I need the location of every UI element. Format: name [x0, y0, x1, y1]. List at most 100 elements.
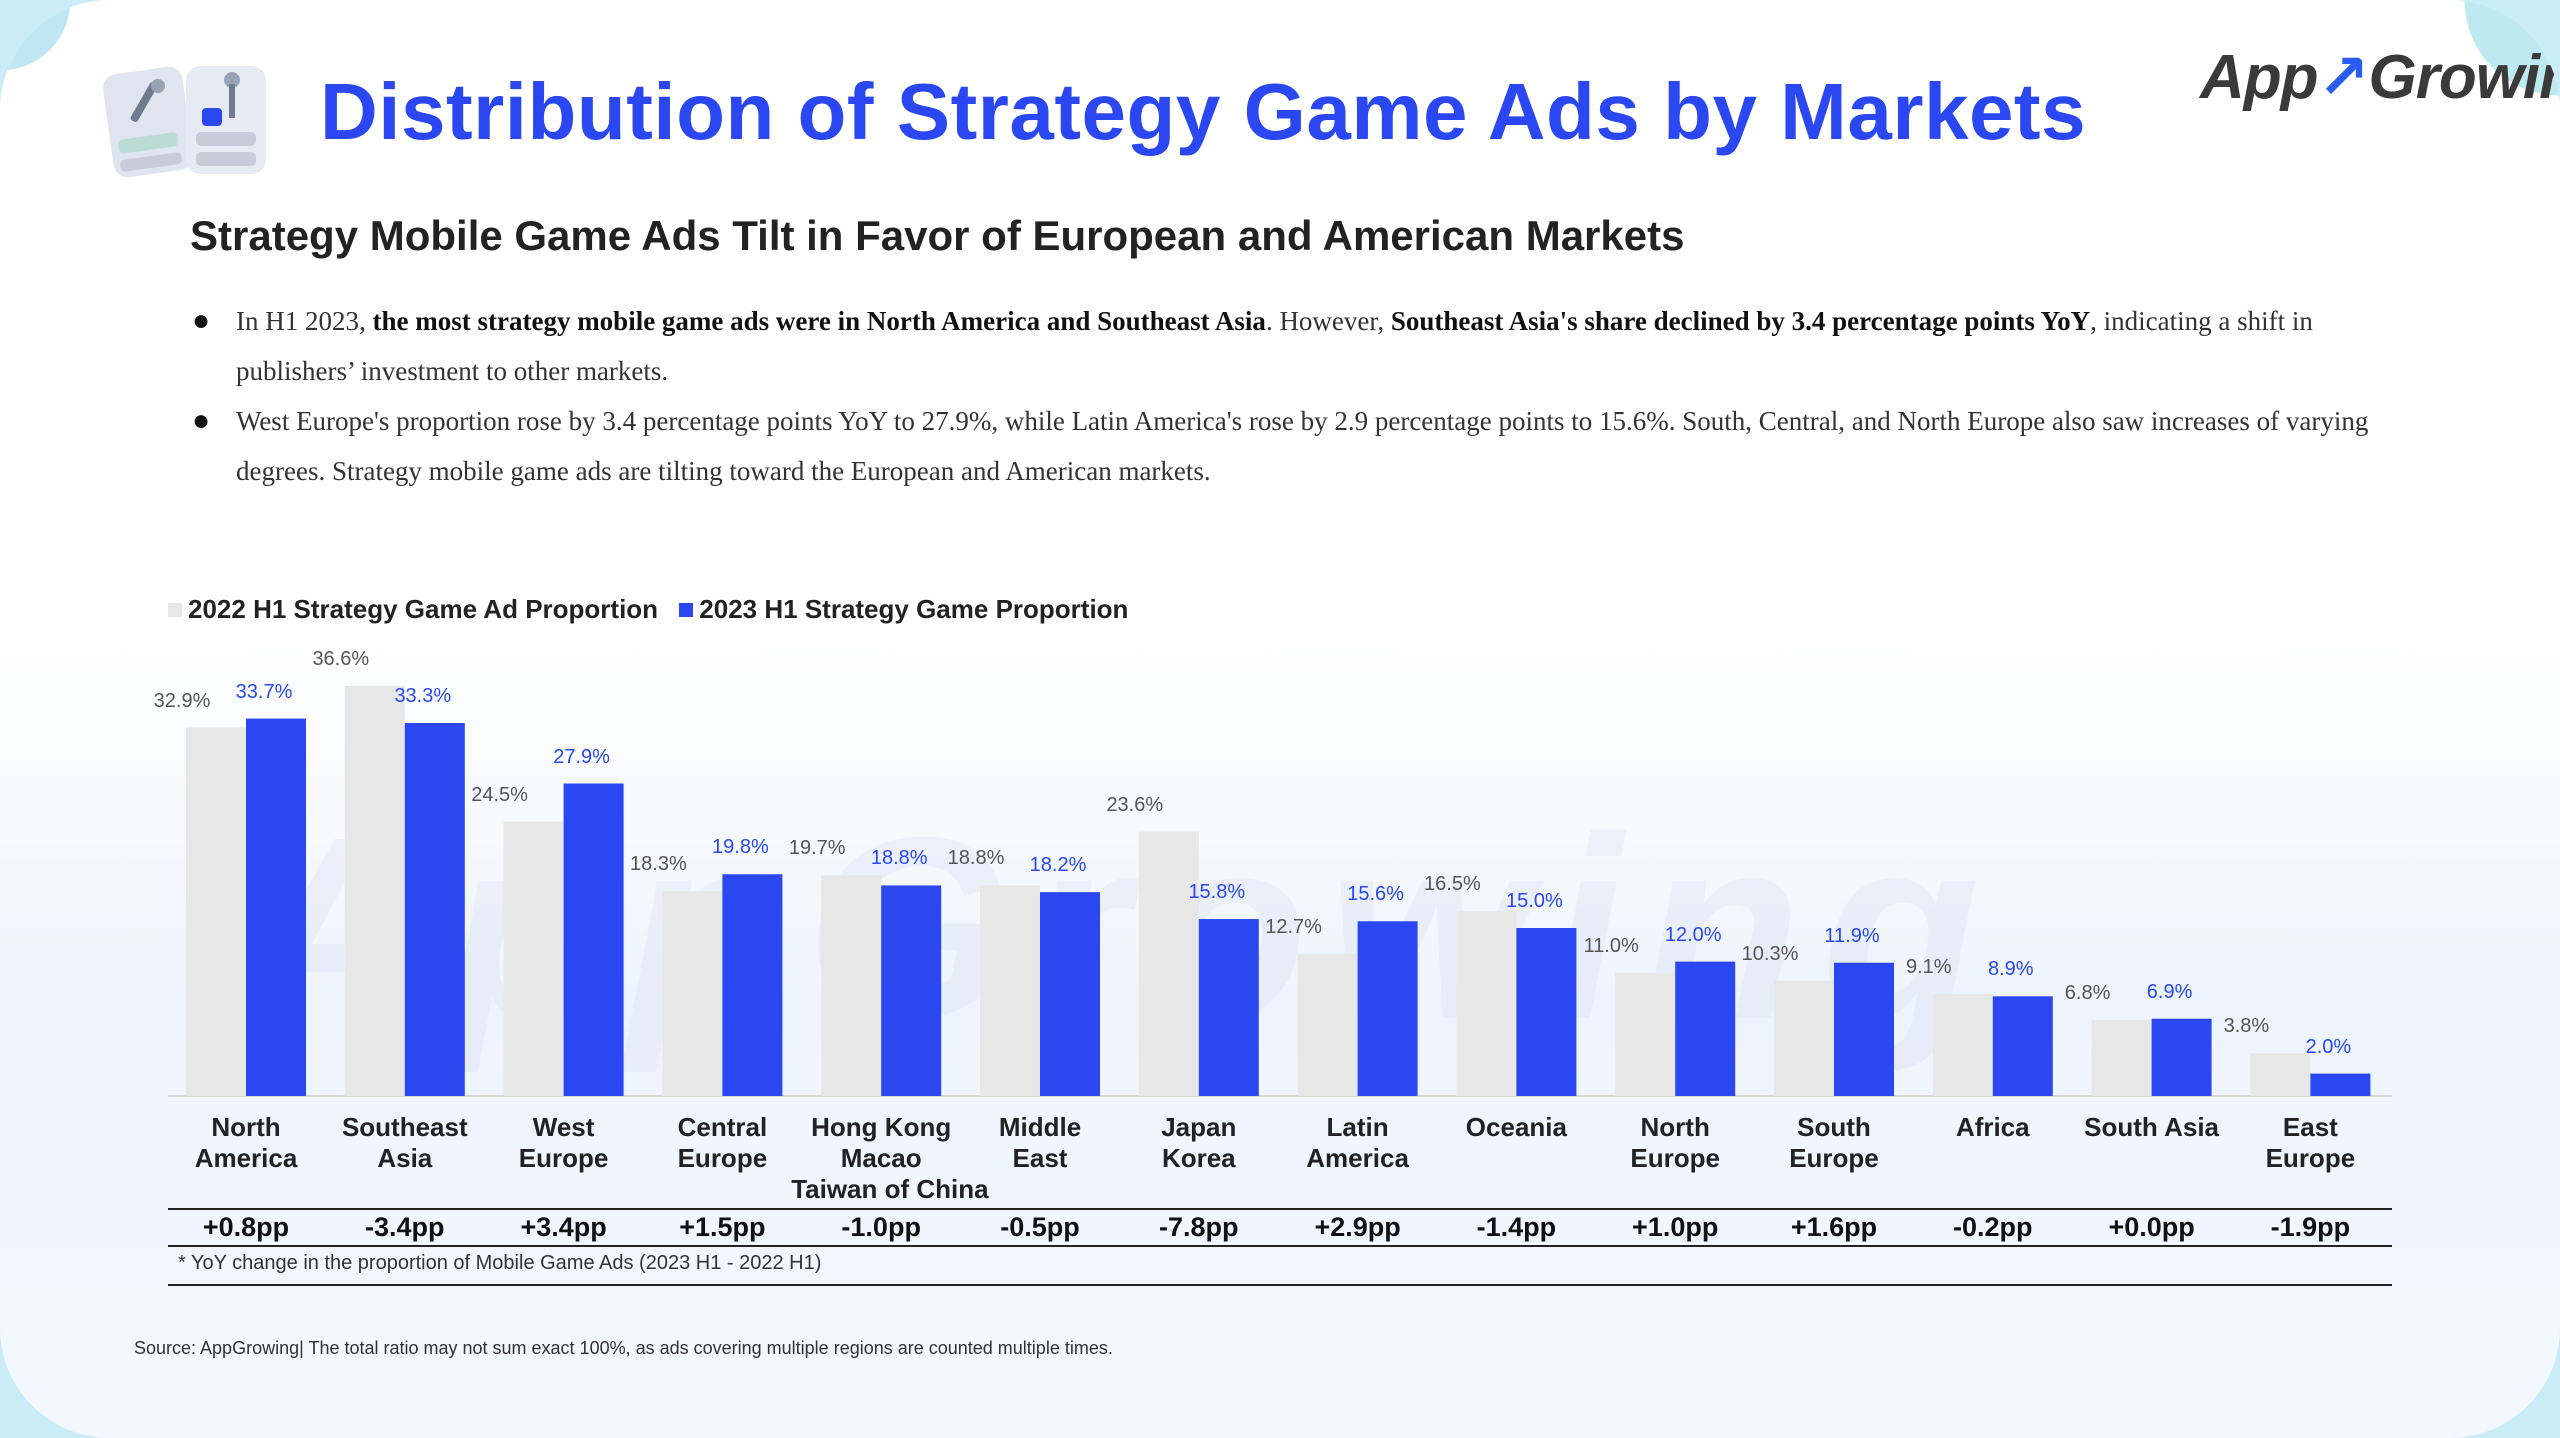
- value-label-2022: 3.8%: [2223, 1015, 2270, 1038]
- bullet-segment-bold: the most strategy mobile game ads were i…: [372, 306, 1266, 336]
- bar-2022: [2250, 1053, 2311, 1096]
- bar-2022: [1456, 911, 1517, 1096]
- yoy-change-value: +1.0pp: [1632, 1212, 1719, 1242]
- category-label: Central Europe: [677, 1112, 768, 1173]
- bullet-text: In H1 2023, the most strategy mobile gam…: [236, 306, 2313, 386]
- bullet-dot-icon: ●: [192, 304, 211, 337]
- page-title: Distribution of Strategy Game Ads by Mar…: [320, 67, 2087, 156]
- logo-text-app: App: [2200, 43, 2319, 112]
- value-label-2022: 36.6%: [312, 648, 370, 671]
- legend-label-2023: 2023 H1 Strategy Game Proportion: [699, 594, 1129, 624]
- bullet-item: ● In H1 2023, the most strategy mobile g…: [190, 296, 2370, 396]
- value-label-2022: 11.0%: [1583, 934, 1639, 957]
- bullet-segment: . However,: [1265, 306, 1391, 336]
- yoy-change-value: +3.4pp: [520, 1212, 607, 1242]
- bar-2023: [404, 723, 465, 1096]
- yoy-change-value: -3.4pp: [365, 1212, 445, 1242]
- category-label: North Europe: [1630, 1112, 1720, 1173]
- value-label-2023: 15.0%: [1506, 890, 1563, 912]
- value-label-2022: 18.8%: [947, 847, 1005, 870]
- bullet-segment: In H1 2023,: [236, 306, 373, 336]
- bar-2022: [1138, 831, 1199, 1096]
- value-label-2022: 19.7%: [788, 837, 846, 860]
- bar-2023: [2151, 1018, 2212, 1096]
- bar-2023: [1040, 892, 1100, 1096]
- category-label: North America: [194, 1112, 298, 1173]
- bar-2022: [186, 727, 246, 1096]
- category-label: East Europe: [2265, 1112, 2356, 1173]
- value-label-2023: 8.9%: [1988, 958, 2034, 981]
- value-label-2023: 19.8%: [712, 836, 769, 859]
- source-note: Source: AppGrowing| The total ratio may …: [134, 1338, 1113, 1358]
- value-label-2023: 27.9%: [553, 745, 610, 768]
- bar-2023: [2310, 1073, 2371, 1096]
- bar-2022: [662, 891, 723, 1096]
- value-label-2023: 15.8%: [1188, 881, 1246, 904]
- bar-2023: [1357, 921, 1418, 1096]
- category-label: South Europe: [1789, 1112, 1879, 1173]
- bar-2022: [821, 875, 882, 1096]
- yoy-change-value: +0.0pp: [2108, 1212, 2195, 1242]
- appgrowing-logo: App↗Growing: [2200, 40, 2560, 113]
- category-label: Japan Korea: [1161, 1112, 1237, 1173]
- value-label-2023: 12.0%: [1664, 923, 1722, 946]
- bar-2022: [1615, 972, 1676, 1096]
- yoy-change-value: -7.8pp: [1159, 1212, 1239, 1242]
- value-label-2022: 32.9%: [153, 689, 211, 712]
- footnote: * YoY change in the proportion of Mobile…: [178, 1252, 822, 1274]
- category-label: Hong Kong Macao Taiwan of China: [791, 1112, 989, 1204]
- bar-2023: [722, 874, 783, 1096]
- value-label-2022: 23.6%: [1106, 793, 1164, 816]
- value-label-2023: 33.7%: [235, 680, 293, 703]
- bullet-segment: , indicating a shift in publishers’ inve…: [236, 306, 2313, 386]
- value-label-2023: 33.3%: [394, 685, 452, 708]
- category-label: Africa: [1955, 1112, 2030, 1142]
- value-label-2023: 11.9%: [1824, 924, 1880, 947]
- bar-2022: [1932, 994, 1993, 1096]
- yoy-change-value: -0.5pp: [1000, 1212, 1080, 1242]
- bar-2022: [980, 885, 1040, 1096]
- bar-2023: [881, 885, 942, 1096]
- value-label-2023: 18.2%: [1029, 854, 1087, 877]
- bullet-dot-icon: ●: [192, 404, 211, 437]
- yoy-change-value: +1.5pp: [679, 1212, 766, 1242]
- legend-item: 2022 H1 Strategy Game Ad Proportion: [168, 594, 658, 625]
- page-number: 25: [2522, 1409, 2541, 1428]
- bar-2022: [2091, 1019, 2152, 1096]
- value-label-2022: 18.3%: [630, 853, 687, 876]
- corner-decoration: [2500, 1378, 2560, 1438]
- subtitle: Strategy Mobile Game Ads Tilt in Favor o…: [190, 212, 1685, 259]
- bar-2023: [1198, 919, 1259, 1096]
- corner-decoration: [2360, 0, 2560, 130]
- category-label: Oceania: [1465, 1112, 1567, 1142]
- value-label-2023: 6.9%: [2146, 980, 2193, 1003]
- bar-2022: [1297, 953, 1358, 1096]
- value-label-2022: 24.5%: [471, 783, 528, 806]
- chart-legend: 2022 H1 Strategy Game Ad Proportion 2023…: [168, 594, 1142, 625]
- category-label: Southeast Asia: [341, 1112, 468, 1173]
- yoy-change-value: +0.8pp: [202, 1212, 290, 1242]
- bar-2023: [1992, 996, 2053, 1096]
- legend-swatch-2023: [679, 603, 694, 617]
- value-label-2022: 16.5%: [1424, 873, 1481, 896]
- legend-item: 2023 H1 Strategy Game Proportion: [679, 594, 1128, 625]
- logo-text-growing: Growing: [2368, 43, 2560, 112]
- category-label: Middle East: [998, 1112, 1082, 1173]
- category-label: Latin America: [1306, 1112, 1409, 1173]
- bar-2023: [1516, 928, 1577, 1096]
- bar-2022: [1774, 980, 1834, 1096]
- bullet-segment-bold: Southeast Asia's share declined by 3.4 p…: [1390, 306, 2091, 336]
- logo-arrow-icon: ↗: [2317, 43, 2370, 112]
- legend-swatch-2022: [168, 603, 182, 617]
- bullet-item: ● West Europe's proportion rose by 3.4 p…: [190, 396, 2370, 496]
- yoy-change-value: -1.9pp: [2270, 1212, 2351, 1242]
- bar-2023: [1834, 962, 1894, 1096]
- value-label-2023: 15.6%: [1347, 883, 1404, 906]
- yoy-change-value: -1.0pp: [841, 1212, 921, 1242]
- value-label-2022: 12.7%: [1265, 915, 1322, 938]
- yoy-change-value: -0.2pp: [1953, 1212, 2033, 1242]
- yoy-change-value: +2.9pp: [1314, 1212, 1401, 1242]
- bar-2022: [503, 821, 564, 1096]
